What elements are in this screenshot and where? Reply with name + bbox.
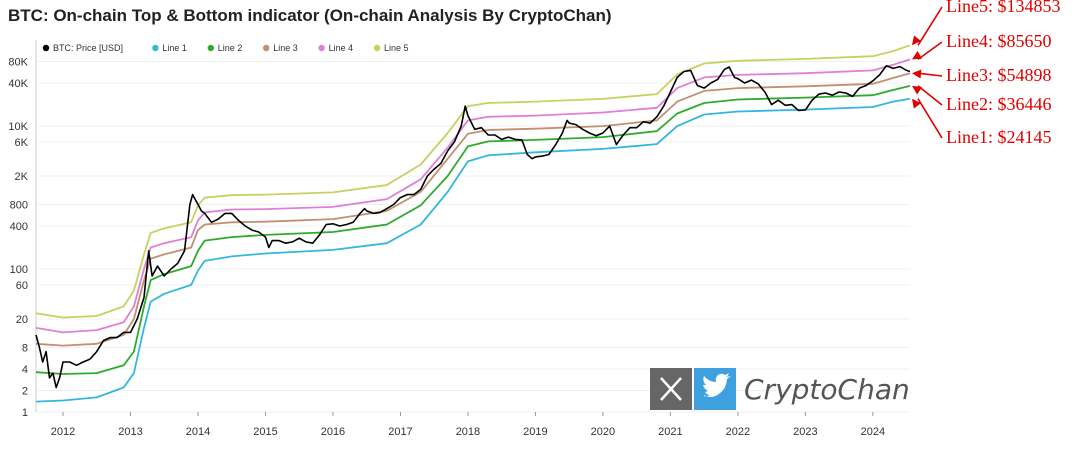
y-tick-label: 40K <box>8 78 28 90</box>
legend-marker <box>373 44 381 52</box>
x-tick-label: 2015 <box>253 426 277 438</box>
annotation-arrow <box>917 41 943 61</box>
legend-label: Line 2 <box>218 43 243 53</box>
series-line-line-4 <box>35 58 911 334</box>
y-tick-label: 100 <box>10 264 28 276</box>
legend-marker <box>152 44 159 52</box>
annotation-label: Line2: $36446 <box>946 94 1052 114</box>
y-tick-label: 60 <box>16 280 28 292</box>
annotation-arrowhead <box>912 50 923 60</box>
legend-label: BTC: Price [USD] <box>53 43 123 53</box>
annotation-label: Line5: $134853 <box>946 0 1061 16</box>
x-tick-label: 2014 <box>186 426 210 438</box>
annotation-arrowhead <box>912 35 922 46</box>
x-tick-label: 2019 <box>523 426 547 438</box>
x-tick-label: 2017 <box>388 426 412 438</box>
x-tick-label: 2012 <box>51 426 75 438</box>
x-tick-label: 2016 <box>321 426 345 438</box>
series-line-line-5 <box>35 44 911 319</box>
y-tick-label: 400 <box>10 221 28 233</box>
legend-marker <box>263 44 270 52</box>
legend-marker <box>318 44 325 52</box>
y-tick-label: 2 <box>22 385 28 397</box>
watermark-text: CryptoChan <box>744 373 910 406</box>
annotation-arrow <box>917 6 943 46</box>
y-tick-label: 800 <box>10 199 28 211</box>
x-logo-stroke <box>660 377 682 401</box>
y-tick-label: 8 <box>22 342 28 354</box>
annotation-arrow <box>917 72 943 77</box>
annotation-arrowhead <box>912 69 922 79</box>
x-tick-label: 2013 <box>118 426 142 438</box>
chart-title: BTC: On-chain Top & Bottom indicator (On… <box>8 6 612 25</box>
series-line-line-2 <box>35 85 911 375</box>
y-tick-label: 20 <box>16 314 28 326</box>
annotation-arrow <box>917 98 943 139</box>
y-tick-label: 6K <box>15 137 29 149</box>
y-tick-label: 10K <box>8 121 28 133</box>
legend-label: Line 5 <box>384 43 409 53</box>
annotation-label: Line3: $54898 <box>946 65 1052 85</box>
legend-label: Line 1 <box>162 43 187 53</box>
x-tick-label: 2020 <box>591 426 615 438</box>
y-tick-label: 2K <box>15 171 29 183</box>
series-line-line-1 <box>35 97 911 403</box>
annotation-arrowhead <box>912 85 923 95</box>
y-tick-label: 1 <box>22 407 28 419</box>
legend-label: Line 4 <box>329 43 354 53</box>
annotation-arrow <box>917 85 943 106</box>
legend-label: Line 3 <box>273 43 298 53</box>
x-tick-label: 2023 <box>793 426 817 438</box>
annotation-label: Line4: $85650 <box>946 31 1052 51</box>
x-tick-label: 2021 <box>658 426 682 438</box>
x-tick-label: 2022 <box>726 426 750 438</box>
annotation-label: Line1: $24145 <box>946 127 1052 147</box>
legend-marker <box>42 44 50 52</box>
y-tick-label: 4 <box>22 364 28 376</box>
x-tick-label: 2018 <box>456 426 480 438</box>
series-line-line-3 <box>35 72 911 347</box>
x-tick-label: 2024 <box>861 426 885 438</box>
twitter-bird-shape <box>703 373 731 397</box>
series-line-btc-price-usd <box>35 64 911 389</box>
y-tick-label: 80K <box>8 57 28 69</box>
legend-marker <box>207 44 214 52</box>
annotation-arrowhead <box>912 98 922 109</box>
